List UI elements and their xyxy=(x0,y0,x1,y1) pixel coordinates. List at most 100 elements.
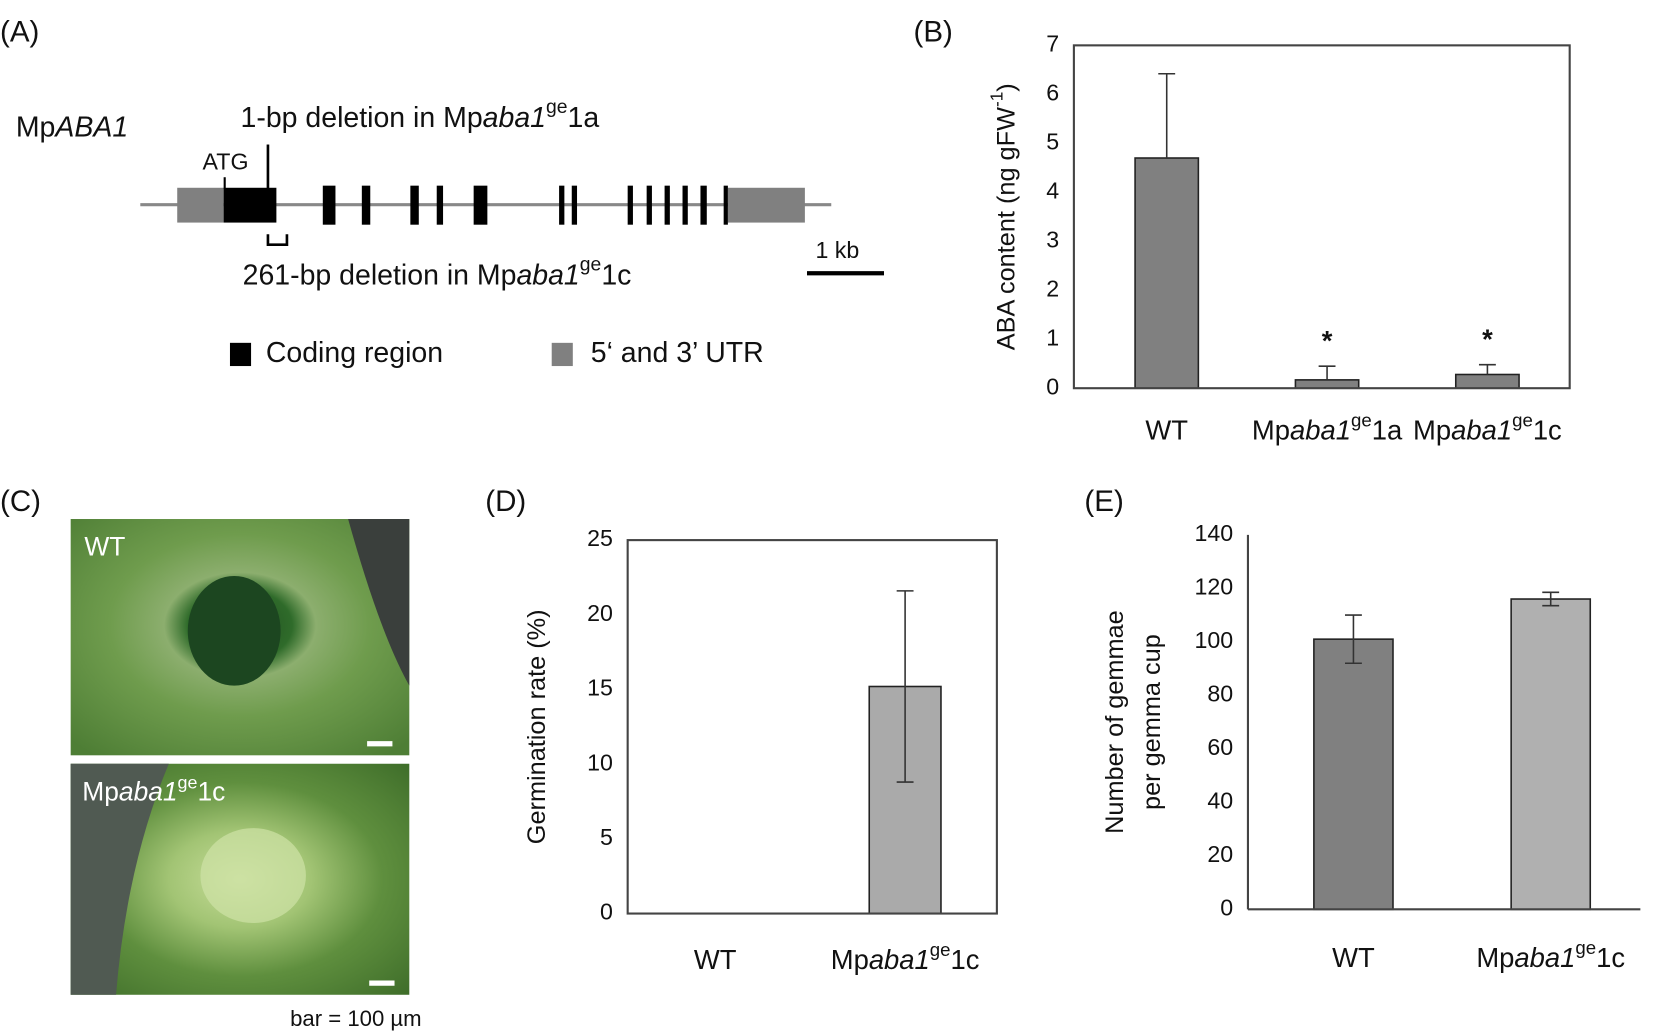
text-run: Mp xyxy=(82,776,119,806)
text-run: ge xyxy=(1575,937,1596,958)
text-run: aba1 xyxy=(1290,415,1351,446)
exon xyxy=(571,185,578,225)
x-tick-label: WT xyxy=(1145,415,1188,446)
figure-body: (A) (B) (C) (D) (E) MpABA1 ATG 1-bp dele… xyxy=(0,16,1641,1031)
exon xyxy=(223,187,277,223)
y-tick-label: 100 xyxy=(1194,627,1233,653)
exon xyxy=(559,185,565,225)
y-tick-label: 4 xyxy=(1046,177,1059,203)
y-tick-label: 5 xyxy=(600,824,613,850)
y-tick-label: 140 xyxy=(1194,520,1233,546)
panel-label: (B) xyxy=(914,16,953,49)
deletion-label: 261-bp deletion in Mpaba1ge1c xyxy=(243,253,632,290)
error-bar xyxy=(896,590,914,783)
error-bar xyxy=(1318,365,1336,380)
text-run: aba1 xyxy=(483,102,546,134)
gemma-cup xyxy=(187,575,281,686)
text-run: per gemma cup xyxy=(1138,634,1166,810)
text-run: 1a xyxy=(1372,415,1403,446)
y-tick-label: 2 xyxy=(1046,275,1059,301)
legend-label: Coding region xyxy=(266,337,443,369)
bar xyxy=(1510,598,1592,911)
gene-name: MpABA1 xyxy=(16,111,128,143)
x-tick-label: Mpaba1ge1a xyxy=(1252,410,1403,446)
y-tick-label: 7 xyxy=(1046,30,1059,56)
y-axis-label: Germination rate (%) xyxy=(523,609,551,844)
plot-frame xyxy=(626,539,998,915)
start-codon: ATG xyxy=(203,149,249,175)
exon xyxy=(664,185,670,225)
text-run: WT xyxy=(84,532,125,562)
y-tick-label: 80 xyxy=(1207,680,1233,706)
text-run: aba1 xyxy=(869,944,930,975)
y-tick-label: 0 xyxy=(1046,373,1059,399)
photo-label: Mpaba1ge1c xyxy=(82,772,225,806)
text-run: Mp xyxy=(831,944,869,975)
text-run: 1c xyxy=(951,944,980,975)
y-tick-label: 20 xyxy=(1207,841,1233,867)
y-tick-label: 0 xyxy=(600,899,613,925)
panel-label: (D) xyxy=(485,485,526,518)
legend-swatch xyxy=(551,342,573,367)
legend-label: 5‘ and 3’ UTR xyxy=(591,337,764,369)
utr xyxy=(177,187,224,223)
exon xyxy=(410,185,419,225)
y-axis-label: ABA content (ng gFW-1) xyxy=(986,83,1020,350)
bar xyxy=(1454,373,1520,389)
text-run: ABA content (ng gFW xyxy=(992,107,1020,350)
photos: WT Mpaba1ge1c bar = 100 µm xyxy=(70,519,422,1031)
error-bar xyxy=(1158,72,1176,159)
deletion-bracket xyxy=(266,234,289,247)
text-run: WT xyxy=(694,944,737,975)
significance: * xyxy=(1482,324,1493,355)
y-tick-label: 60 xyxy=(1207,734,1233,760)
text-run: 1c xyxy=(197,776,225,806)
bar-chart: 0 20 40 60 80 100 120 140 WT Mpaba1ge1c Number of … xyxy=(1101,520,1641,973)
error-bar xyxy=(1542,591,1560,607)
exon xyxy=(473,185,488,225)
text-run: WT xyxy=(1332,942,1375,973)
photo-label: WT xyxy=(84,532,125,562)
y-tick-label: 6 xyxy=(1046,79,1059,105)
gemmae xyxy=(200,828,306,924)
text-run: 1-bp deletion in Mp xyxy=(241,102,483,134)
text-run: aba1 xyxy=(516,259,579,291)
exon xyxy=(682,185,688,225)
text-run: Mp xyxy=(16,111,56,143)
text-run: ge xyxy=(580,253,602,275)
exons xyxy=(223,185,728,225)
bar-chart: 0 5 10 15 20 25 WT Mpaba1ge1c Germination rate (… xyxy=(523,525,998,975)
exon xyxy=(322,185,336,225)
y-tick-label: 20 xyxy=(587,600,613,626)
y-tick-label: 5 xyxy=(1046,128,1059,154)
y-tick-label: 3 xyxy=(1046,226,1059,252)
text-run: ) xyxy=(992,83,1020,91)
text-run: 1a xyxy=(568,102,600,134)
exon xyxy=(700,185,707,225)
text-run: ge xyxy=(1512,410,1533,431)
photo-background xyxy=(70,763,169,995)
exon xyxy=(627,185,633,225)
x-tick-label: Mpaba1ge1c xyxy=(831,939,980,975)
text-run: -1 xyxy=(986,92,1006,107)
bar xyxy=(1134,157,1200,389)
y-tick-label: 10 xyxy=(587,749,613,775)
text-run: 261-bp deletion in Mp xyxy=(243,259,517,291)
text-run: aba1 xyxy=(1514,942,1575,973)
y-axis-label: Number of gemmae xyxy=(1101,610,1129,834)
text-run: 1c xyxy=(601,259,631,291)
scale-label: 1 kb xyxy=(815,237,859,263)
text-run: Germination rate (%) xyxy=(523,609,551,844)
text-run: 1c xyxy=(1596,942,1625,973)
significance: * xyxy=(1322,325,1333,356)
deletion-label: 1-bp deletion in Mpaba1ge1a xyxy=(241,96,600,133)
text-run: ge xyxy=(546,96,568,118)
y-tick-label: 25 xyxy=(587,525,613,551)
scale-note: bar = 100 µm xyxy=(290,1006,422,1031)
text-run: ge xyxy=(930,939,951,960)
x-tick-label: WT xyxy=(694,944,737,975)
text-run: aba1 xyxy=(119,776,178,806)
x-tick-label: Mpaba1ge1c xyxy=(1413,410,1562,446)
